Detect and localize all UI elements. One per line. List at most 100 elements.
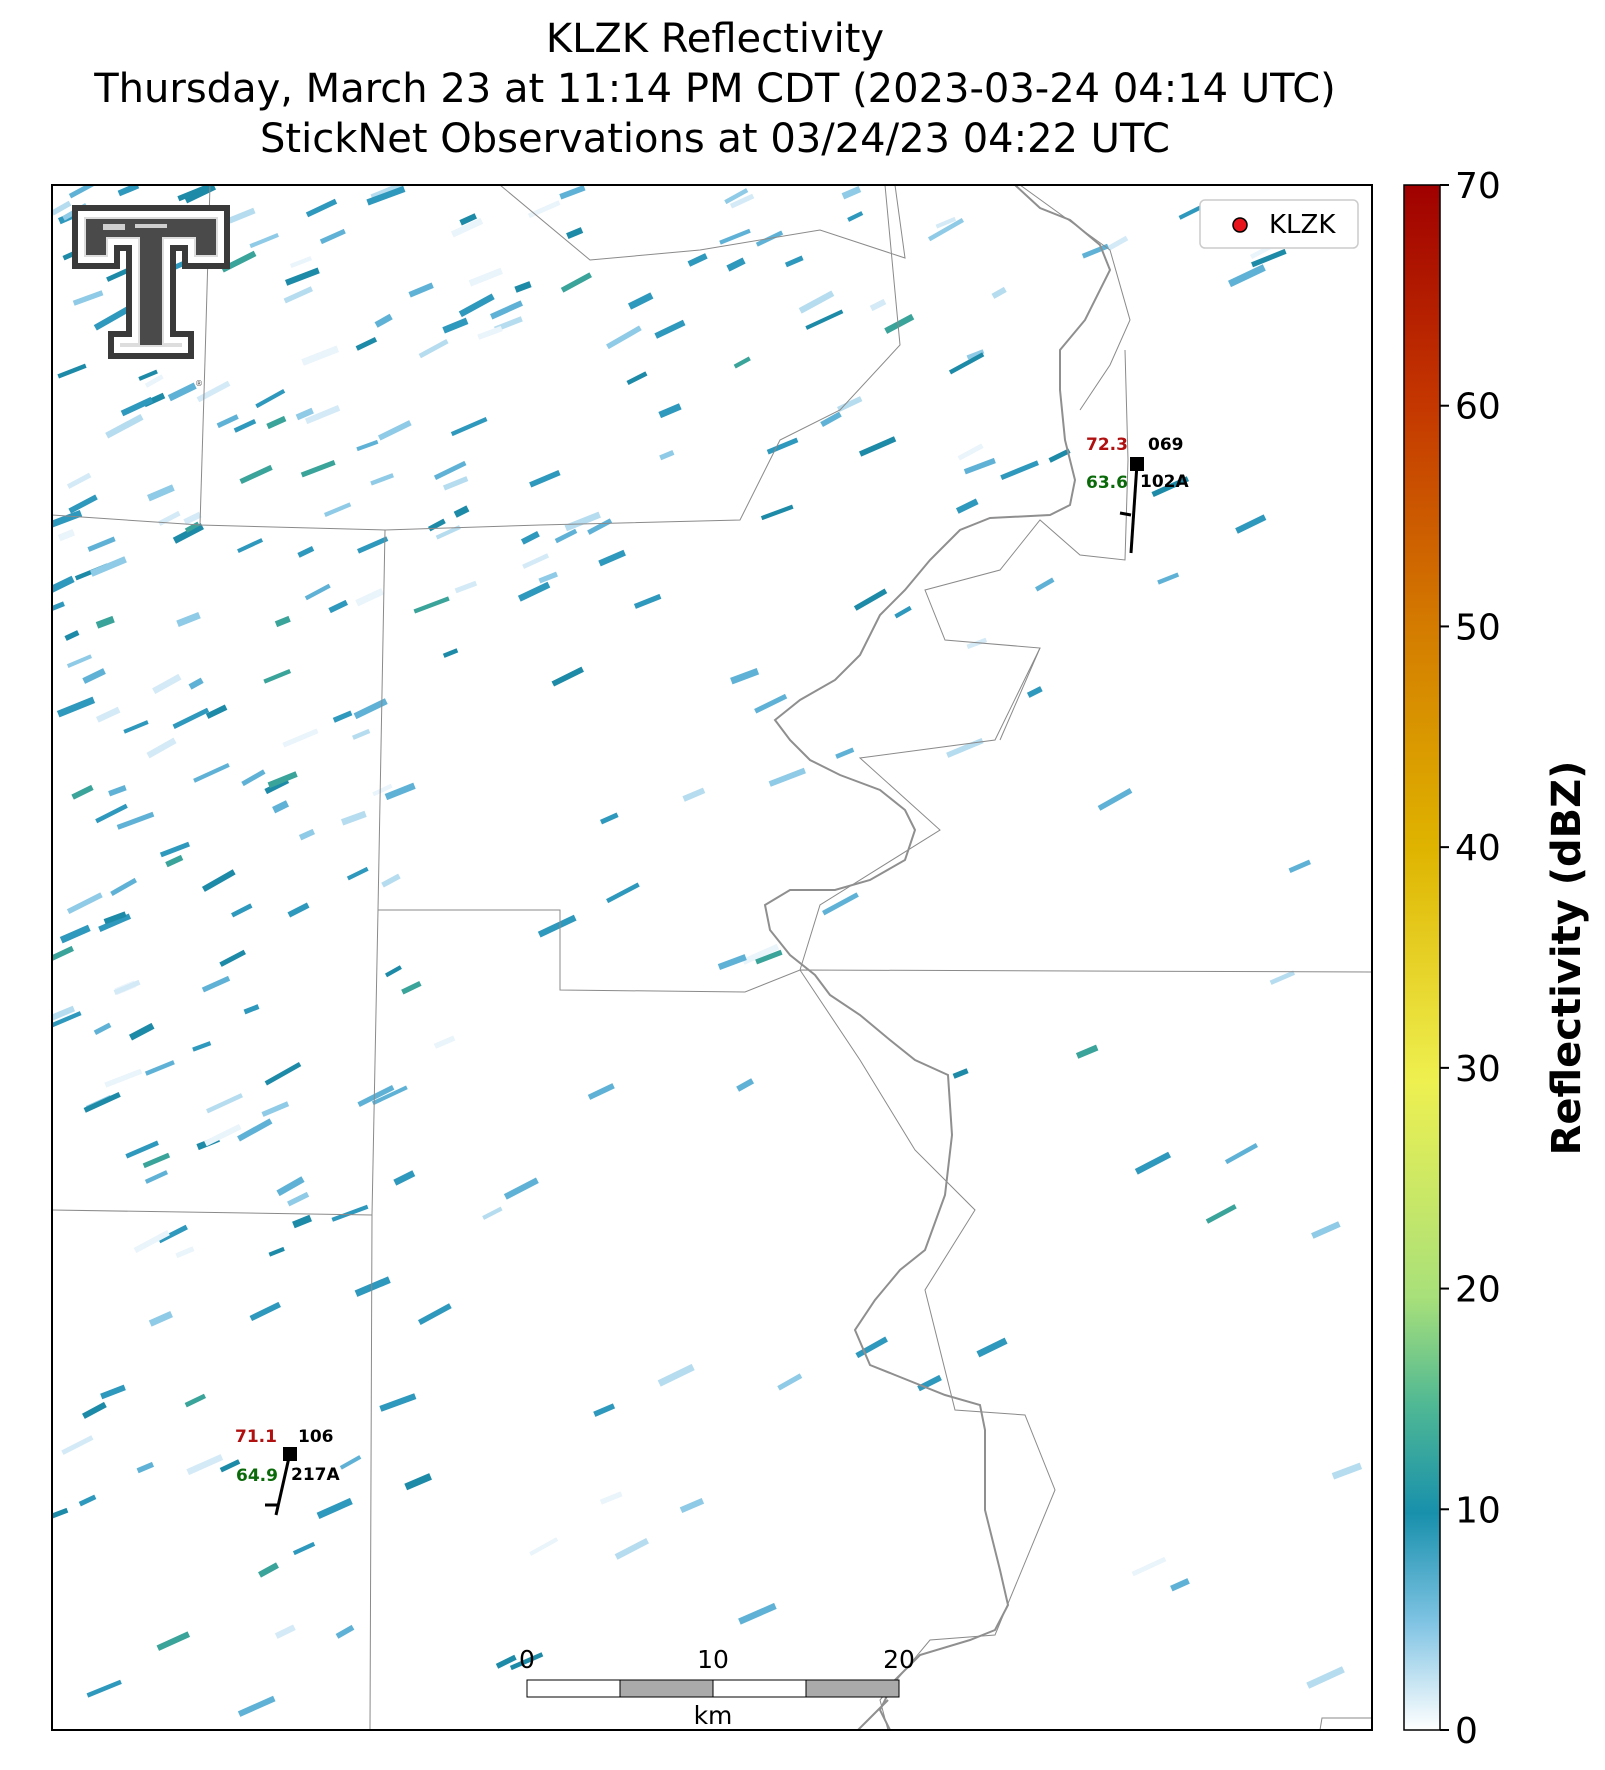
reflectivity-echo [1131,1556,1167,1577]
reflectivity-echo [599,1491,623,1505]
reflectivity-echo [453,505,470,518]
colorbar-tick-label: 50 [1455,607,1501,648]
reflectivity-echo [503,1177,539,1200]
reflectivity-echo [128,1022,155,1041]
reflectivity-echo [52,1011,82,1028]
reflectivity-echo [724,188,749,205]
colorbar-tick-label: 70 [1455,166,1501,207]
reflectivity-echo [276,1176,305,1197]
reflectivity-echo [729,193,755,209]
reflectivity-echo [105,413,144,439]
reflectivity-echo [377,420,412,441]
temperature-label: 71.1 [235,1427,277,1447]
reflectivity-echo [82,668,106,684]
reflectivity-echo [340,810,367,826]
reflectivity-echo [266,415,287,430]
reflectivity-echo [339,1455,362,1470]
reflectivity-echo [297,546,315,558]
reflectivity-echo [566,227,584,240]
reflectivity-echo [82,1401,107,1419]
reflectivity-echo [328,599,349,614]
colorbar-tick-label: 10 [1455,1490,1501,1531]
reflectivity-echo [147,484,175,502]
station-id-label: 102A [1140,472,1189,492]
reflectivity-echo [560,272,592,293]
reflectivity-echo [1224,1143,1258,1165]
reflectivity-echo [71,784,94,800]
reflectivity-echo [1134,1151,1172,1175]
reflectivity-echo [120,396,154,417]
reflectivity-echo [559,185,586,200]
reflectivity-echo [261,1101,290,1117]
reflectivity-echo [264,1062,302,1086]
reflectivity-echo [110,877,137,896]
reflectivity-echo [495,1654,517,1669]
reflectivity-echo [952,1068,969,1079]
reflectivity-echo [231,903,253,918]
scale-unit: km [694,1701,733,1730]
reflectivity-echo [966,637,988,650]
reflectivity-echo [335,1624,355,1639]
reflectivity-echo [165,854,184,868]
reflectivity-echo [186,1454,224,1476]
reflectivity-echo [517,581,551,602]
reflectivity-echo [1097,788,1133,811]
reflectivity-echo [738,1602,777,1625]
reflectivity-echo [719,228,751,245]
reflectivity-echo [216,414,239,429]
reflectivity-echo [404,1473,432,1491]
reflectivity-echo [144,1170,169,1184]
reflectivity-echo [78,1494,97,1507]
station-id-label: 217A [291,1465,340,1485]
reflectivity-echo [56,696,96,718]
reflectivity-echo [370,185,404,201]
reflectivity-echo [142,1152,171,1169]
reflectivity-echo [820,411,842,428]
reflectivity-echo [177,185,214,202]
reflectivity-echo [1000,460,1039,481]
reflectivity-echo [687,253,708,267]
reflectivity-echo [66,472,92,489]
reflectivity-echo [520,531,540,545]
reflectivity-echo [458,293,495,318]
reflectivity-echo [90,556,127,577]
reflectivity-echo [393,1170,416,1186]
reflectivity-echo [57,363,87,379]
reflectivity-echo [927,217,965,242]
reflectivity-echo [66,892,103,915]
pressure-label: 106 [298,1427,334,1447]
reflectivity-echo [258,1562,279,1578]
reflectivity-echo [68,494,98,514]
reflectivity-echo [72,290,104,306]
reflectivity-echo [103,911,127,925]
reflectivity-echo [305,198,338,218]
reflectivity-echo [352,728,371,740]
reflectivity-echo [304,405,341,425]
reflectivity-echo [304,583,331,601]
reflectivity-echo [733,356,751,369]
reflectivity-echo [292,1541,316,1556]
reflectivity-echo [295,407,314,421]
reflectivity-echo [1151,476,1190,498]
reflectivity-echo [113,979,141,995]
reflectivity-echo [835,747,855,759]
reflectivity-echo [435,525,461,540]
reflectivity-echo [52,1507,69,1519]
reflectivity-echo [798,290,835,314]
reflectivity-echo [606,882,640,904]
reflectivity-echo [384,782,416,801]
reflectivity-echo [176,611,201,627]
reflectivity-echo [237,1118,273,1142]
reflectivity-echo [1170,1578,1190,1592]
reflectivity-echo [966,349,985,360]
reflectivity-echo [316,1497,353,1520]
reflectivity-echo [564,511,601,532]
reflectivity-echo [658,403,682,419]
reflectivity-echo [1251,248,1287,268]
reflectivity-echo [319,228,346,245]
reflectivity-echo [146,737,177,759]
reflectivity-echo [537,914,577,938]
reflectivity-echo [272,800,290,814]
reflectivity-echo [346,866,369,881]
